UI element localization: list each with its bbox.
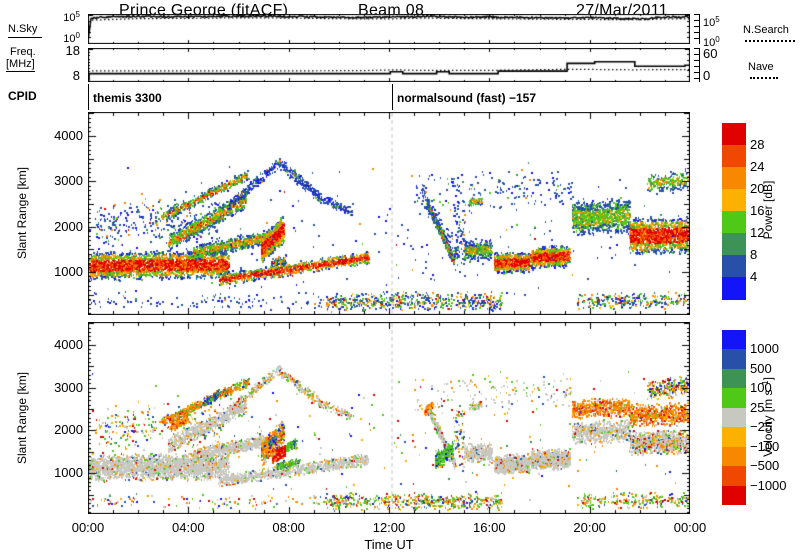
velocity-y-tick-label: 4000 xyxy=(54,336,83,352)
velocity-colorbar-tick-label: 25 xyxy=(750,399,765,415)
freq-left-label-1: Freq. xyxy=(10,46,36,58)
power-colorbar-tick-label: 4 xyxy=(750,269,758,284)
nsky-scale-top-left: 105 xyxy=(63,10,80,24)
power-colorbar-tick-label: 12 xyxy=(750,225,765,240)
velocity-colorbar-segment xyxy=(722,349,746,370)
velocity-colorbar-tick-label: −100 xyxy=(750,438,780,454)
x-tick-label: 00:00 xyxy=(673,520,707,535)
x-tick-label: 16:00 xyxy=(473,520,506,535)
power-colorbar-tick-label: 8 xyxy=(750,247,758,262)
power-colorbar-segment xyxy=(722,123,746,146)
power-colorbar-tick-label: 16 xyxy=(750,203,765,218)
freq-left-label-2: [MHz] xyxy=(6,58,35,72)
velocity-colorbar-tick-label: 100 xyxy=(750,380,772,396)
time-ut-label: Time UT xyxy=(364,537,414,552)
nsearch-dotted-line-sample xyxy=(745,40,795,42)
velocity-colorbar-segment xyxy=(722,407,746,428)
nsky-left-label: N.Sky xyxy=(8,23,38,35)
power-y-tick-label: 2000 xyxy=(54,218,83,234)
velocity-colorbar-tick-label: 500 xyxy=(750,360,772,376)
velocity-colorbar-segment xyxy=(722,446,746,467)
x-tick-label: 04:00 xyxy=(172,520,205,535)
power-colorbar-segment xyxy=(722,145,746,168)
velocity-colorbar-segment xyxy=(722,330,746,350)
freq-right-axis-ticks xyxy=(690,48,700,82)
cpid-label: CPID xyxy=(8,89,37,103)
power-colorbar-segment xyxy=(722,211,746,234)
velocity-colorbar-tick-label: 1000 xyxy=(750,341,779,357)
power-y-tick-label: 4000 xyxy=(54,128,83,144)
velocity-colorbar-tick-label: −500 xyxy=(750,458,780,474)
power-colorbar xyxy=(722,123,746,300)
x-tick-label: 08:00 xyxy=(272,520,305,535)
nave-tick-60: 60 xyxy=(703,46,718,61)
nsky-panel-canvas xyxy=(88,14,690,44)
nsky-scale-bottom-left: 100 xyxy=(63,31,80,45)
nsky-scale-top-right: 105 xyxy=(703,15,720,29)
slant-range-label-velocity: Slant Range [km] xyxy=(15,371,29,465)
power-y-tick-label: 1000 xyxy=(54,263,83,279)
freq-tick-18: 18 xyxy=(65,43,80,58)
x-tick-label: 12:00 xyxy=(372,520,406,535)
velocity-colorbar xyxy=(722,330,746,506)
cpid-segment-1: themis 3300 xyxy=(93,91,162,105)
velocity-colorbar-segment xyxy=(722,427,746,448)
velocity-y-tick-label: 1000 xyxy=(54,465,83,481)
velocity-heatmap-canvas xyxy=(88,322,690,514)
velocity-colorbar-segment xyxy=(722,368,746,389)
cpid-divider-left xyxy=(88,84,89,110)
nave-tick-0: 0 xyxy=(703,68,711,83)
power-heatmap-canvas xyxy=(88,112,690,315)
freq-tick-8: 8 xyxy=(72,68,80,83)
velocity-colorbar-segment xyxy=(722,466,746,487)
power-colorbar-segment xyxy=(722,277,746,300)
nave-label: Nave xyxy=(748,61,774,73)
slant-range-label-power: Slant Range [km] xyxy=(15,166,29,260)
freq-panel-canvas xyxy=(88,48,690,82)
cpid-divider-mid xyxy=(392,84,393,110)
velocity-y-tick-label: 3000 xyxy=(54,379,83,395)
x-tick-label: 20:00 xyxy=(573,520,606,535)
nsky-scale-bottom-right: 100 xyxy=(703,35,720,49)
power-colorbar-segment xyxy=(722,189,746,212)
power-colorbar-segment xyxy=(722,255,746,278)
power-colorbar-tick-label: 28 xyxy=(750,137,765,152)
power-colorbar-segment xyxy=(722,167,746,190)
nave-dotted-line-sample xyxy=(750,77,778,79)
cpid-segment-2: normalsound (fast) −157 xyxy=(397,91,537,105)
velocity-colorbar-tick-label: −1000 xyxy=(750,477,787,493)
power-colorbar-segment xyxy=(722,233,746,256)
power-colorbar-tick-label: 20 xyxy=(750,181,765,196)
power-colorbar-tick-label: 24 xyxy=(750,159,765,174)
velocity-colorbar-tick-label: −25 xyxy=(750,419,773,435)
nsky-right-axis-ticks xyxy=(690,14,700,44)
nsky-solid-line-sample xyxy=(8,37,42,38)
velocity-colorbar-segment xyxy=(722,485,746,506)
x-tick-label: 00:00 xyxy=(71,520,105,535)
velocity-y-tick-label: 2000 xyxy=(54,422,83,438)
nsearch-label: N.Search xyxy=(743,24,789,36)
power-y-tick-label: 3000 xyxy=(54,173,83,189)
velocity-colorbar-segment xyxy=(722,388,746,409)
